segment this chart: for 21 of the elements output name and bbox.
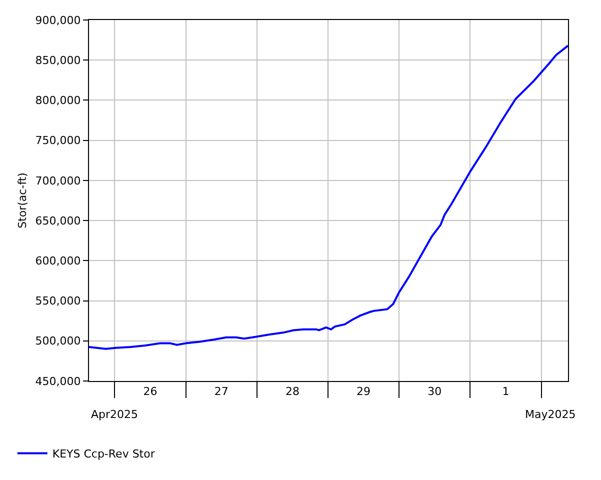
- y-tick-label: 800,000: [35, 94, 81, 108]
- x-tick-label: 26: [143, 385, 158, 398]
- x-tick-label: 29: [356, 385, 371, 398]
- x-tick-label: 27: [214, 385, 228, 398]
- x-tick-label: 28: [285, 385, 300, 398]
- y-tick-label: 600,000: [35, 254, 81, 268]
- y-tick-label: 500,000: [35, 334, 81, 348]
- text: May2025: [525, 408, 576, 421]
- y-tick-label: 900,000: [35, 14, 81, 27]
- x-tick-label: 30: [428, 385, 442, 398]
- x-tick-label: 1: [502, 385, 510, 398]
- y-tick-label: 750,000: [35, 134, 81, 148]
- legend-label: KEYS Ccp-Rev Stor: [52, 448, 156, 461]
- y-tick-label: 550,000: [35, 294, 81, 308]
- text: Apr2025: [91, 408, 138, 421]
- line-series: [89, 44, 568, 350]
- y-tick-label: 450,000: [35, 374, 81, 388]
- y-axis-title: Stor(ac-ft): [16, 172, 29, 228]
- y-tick-label: 650,000: [35, 214, 81, 228]
- y-tick-label: 850,000: [35, 54, 81, 67]
- y-tick-label: 700,000: [35, 174, 81, 188]
